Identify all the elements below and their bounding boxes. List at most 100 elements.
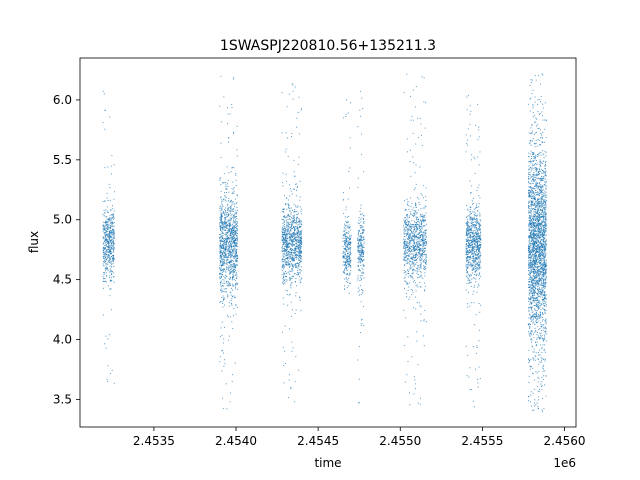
data-point — [230, 257, 232, 259]
data-point — [229, 243, 231, 245]
data-point — [346, 269, 348, 271]
data-point — [345, 257, 347, 259]
data-point — [475, 212, 477, 214]
data-point — [229, 245, 231, 247]
data-point — [415, 388, 417, 390]
data-point — [221, 264, 223, 266]
data-point — [417, 236, 419, 238]
data-point — [411, 230, 413, 232]
data-point — [287, 252, 289, 254]
data-point — [408, 248, 410, 250]
data-point — [348, 263, 350, 265]
data-point — [363, 230, 365, 232]
data-point — [289, 270, 291, 272]
data-point — [542, 324, 544, 326]
data-point — [219, 217, 221, 219]
data-point — [286, 258, 288, 260]
data-point — [233, 132, 235, 134]
data-point — [414, 282, 416, 284]
data-point — [527, 176, 529, 178]
data-point — [416, 248, 418, 250]
data-point — [466, 264, 468, 266]
data-point — [285, 237, 287, 239]
data-point — [404, 210, 406, 212]
data-point — [343, 271, 345, 273]
data-point — [109, 288, 111, 290]
data-point — [290, 228, 292, 230]
data-point — [233, 266, 235, 268]
data-point — [107, 228, 109, 230]
data-point — [220, 280, 222, 282]
data-point — [479, 235, 481, 237]
data-point — [413, 242, 415, 244]
data-point — [232, 216, 234, 218]
data-point — [408, 248, 410, 250]
data-point — [110, 230, 112, 232]
data-point — [296, 231, 298, 233]
data-point — [412, 281, 414, 283]
data-point — [219, 222, 221, 224]
data-point — [224, 252, 226, 254]
data-point — [282, 268, 284, 270]
data-point — [224, 304, 226, 306]
data-point — [467, 230, 469, 232]
data-point — [418, 226, 420, 228]
data-point — [469, 255, 471, 257]
data-point — [229, 210, 231, 212]
data-point — [358, 255, 360, 257]
data-point — [344, 265, 346, 267]
data-point — [229, 283, 231, 285]
data-point — [415, 226, 417, 228]
data-point — [113, 235, 115, 237]
data-point — [110, 256, 112, 258]
data-point — [470, 211, 472, 213]
data-point — [359, 269, 361, 271]
data-point — [223, 263, 225, 265]
data-point — [408, 249, 410, 251]
data-point — [413, 269, 415, 271]
data-point — [345, 258, 347, 260]
data-point — [300, 231, 302, 233]
data-point — [107, 381, 109, 383]
data-point — [224, 243, 226, 245]
data-point — [230, 228, 232, 230]
data-point — [414, 236, 416, 238]
data-point — [541, 202, 543, 204]
data-point — [235, 284, 237, 286]
data-point — [343, 288, 345, 290]
data-point — [292, 237, 294, 239]
data-point — [225, 253, 227, 255]
data-point — [473, 265, 475, 267]
data-point — [410, 224, 412, 226]
data-point — [360, 207, 362, 209]
data-point — [220, 239, 222, 241]
data-point — [348, 187, 350, 189]
data-point — [345, 261, 347, 263]
data-point — [424, 247, 426, 249]
data-point — [425, 240, 427, 242]
data-point — [409, 211, 411, 213]
data-point — [346, 268, 348, 270]
data-point — [425, 267, 427, 269]
data-point — [360, 278, 362, 280]
data-point — [232, 245, 234, 247]
data-point — [342, 240, 344, 242]
data-point — [113, 266, 115, 268]
data-point — [361, 236, 363, 238]
data-point — [363, 221, 365, 223]
data-point — [543, 218, 545, 220]
data-point — [227, 225, 229, 227]
data-point — [406, 232, 408, 234]
data-point — [235, 255, 237, 257]
data-point — [226, 226, 228, 228]
data-point — [467, 226, 469, 228]
data-point — [470, 231, 472, 233]
data-point — [410, 240, 412, 242]
data-point — [219, 248, 221, 250]
data-point — [229, 248, 231, 250]
data-point — [419, 232, 421, 234]
data-point — [540, 262, 542, 264]
data-point — [299, 296, 301, 298]
data-point — [220, 241, 222, 243]
data-point — [228, 198, 230, 200]
